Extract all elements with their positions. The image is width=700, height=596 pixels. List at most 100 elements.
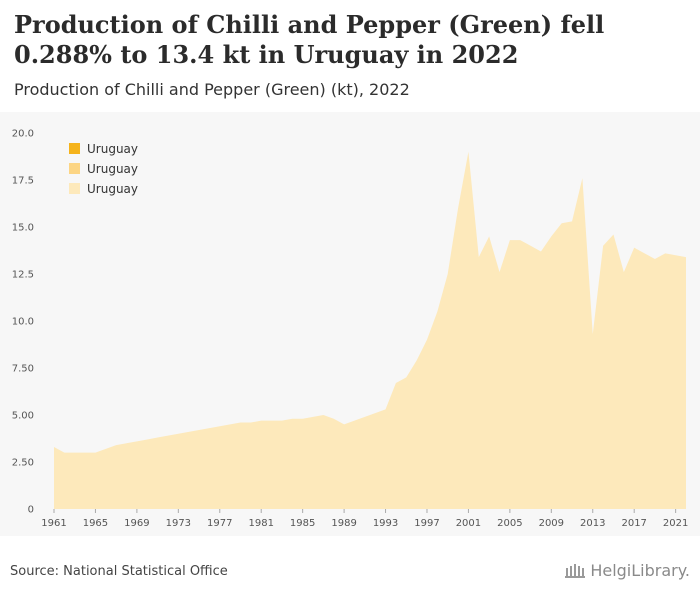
x-tick-label: 1981 xyxy=(248,518,273,529)
data-point[interactable] xyxy=(508,238,512,242)
legend-label: Uruguay xyxy=(87,162,138,176)
data-point[interactable] xyxy=(394,381,398,385)
data-point[interactable] xyxy=(249,421,253,425)
data-point[interactable] xyxy=(477,255,481,259)
series-area-uruguay xyxy=(54,151,686,510)
x-tick-label: 2005 xyxy=(497,518,522,529)
y-tick-label: 10.0 xyxy=(12,317,34,328)
data-point[interactable] xyxy=(415,358,419,362)
data-point[interactable] xyxy=(529,244,533,248)
data-point[interactable] xyxy=(52,445,56,449)
data-point[interactable] xyxy=(466,150,470,154)
y-tick-label: 20.0 xyxy=(12,129,34,140)
y-tick-label: 0 xyxy=(28,505,34,516)
data-point[interactable] xyxy=(125,441,129,445)
x-tick-label: 1989 xyxy=(331,518,356,529)
data-point[interactable] xyxy=(280,419,284,423)
page-title: Production of Chilli and Pepper (Green) … xyxy=(14,10,605,69)
legend-label: Uruguay xyxy=(87,142,138,156)
data-point[interactable] xyxy=(207,426,211,430)
x-tick-label: 1997 xyxy=(414,518,439,529)
logo-text: HelgiLibrary. xyxy=(590,561,690,580)
y-axis: 0 2.50 5.00 7.50 10.0 12.5 15.0 17.5 20.0 xyxy=(12,129,34,516)
library-building-icon xyxy=(565,563,586,578)
data-point[interactable] xyxy=(187,430,191,434)
data-point[interactable] xyxy=(373,411,377,415)
data-point[interactable] xyxy=(363,415,367,419)
x-tick-label: 2021 xyxy=(663,518,688,529)
x-tick-label: 1969 xyxy=(124,518,149,529)
x-tick-label: 1985 xyxy=(290,518,315,529)
data-point[interactable] xyxy=(518,238,522,242)
data-point[interactable] xyxy=(425,338,429,342)
x-tick-label: 1961 xyxy=(41,518,66,529)
data-point[interactable] xyxy=(321,413,325,417)
data-point[interactable] xyxy=(674,253,678,257)
data-point[interactable] xyxy=(591,332,595,336)
legend-swatch xyxy=(69,143,80,154)
data-point[interactable] xyxy=(435,310,439,314)
legend-swatch xyxy=(69,163,80,174)
data-point[interactable] xyxy=(653,257,657,261)
data-point[interactable] xyxy=(166,434,170,438)
data-point[interactable] xyxy=(384,407,388,411)
data-point[interactable] xyxy=(611,233,615,237)
data-point[interactable] xyxy=(259,419,263,423)
data-point[interactable] xyxy=(104,447,108,451)
data-point[interactable] xyxy=(238,421,242,425)
data-point[interactable] xyxy=(487,234,491,238)
data-point[interactable] xyxy=(539,249,543,253)
data-point[interactable] xyxy=(218,424,222,428)
legend-label: Uruguay xyxy=(87,182,138,196)
y-tick-label: 2.50 xyxy=(12,458,34,469)
data-point[interactable] xyxy=(601,244,605,248)
data-point[interactable] xyxy=(663,251,667,255)
data-point[interactable] xyxy=(228,422,232,426)
x-tick-label: 2013 xyxy=(580,518,605,529)
data-point[interactable] xyxy=(684,255,688,259)
data-point[interactable] xyxy=(156,436,160,440)
y-tick-label: 5.00 xyxy=(12,411,34,422)
page-subtitle: Production of Chilli and Pepper (Green) … xyxy=(14,80,410,99)
data-point[interactable] xyxy=(135,439,139,443)
data-point[interactable] xyxy=(342,422,346,426)
legend: Uruguay Uruguay Uruguay xyxy=(69,142,138,196)
data-point[interactable] xyxy=(352,419,356,423)
x-tick-label: 1993 xyxy=(373,518,398,529)
data-point[interactable] xyxy=(73,451,77,455)
data-point[interactable] xyxy=(580,176,584,180)
data-point[interactable] xyxy=(270,419,274,423)
data-point[interactable] xyxy=(643,251,647,255)
data-point[interactable] xyxy=(197,428,201,432)
data-point[interactable] xyxy=(622,270,626,274)
data-point[interactable] xyxy=(632,246,636,250)
data-point[interactable] xyxy=(446,272,450,276)
data-point[interactable] xyxy=(570,219,574,223)
data-point[interactable] xyxy=(404,375,408,379)
data-point[interactable] xyxy=(560,221,564,225)
data-point[interactable] xyxy=(93,451,97,455)
data-point[interactable] xyxy=(332,417,336,421)
data-point[interactable] xyxy=(301,417,305,421)
data-point[interactable] xyxy=(290,417,294,421)
data-point[interactable] xyxy=(549,234,553,238)
data-point[interactable] xyxy=(456,206,460,210)
data-point[interactable] xyxy=(83,451,87,455)
x-axis: 1961 1965 1969 1973 1977 1981 1985 1989 1993 1997… xyxy=(41,509,688,529)
data-point[interactable] xyxy=(311,415,315,419)
data-point[interactable] xyxy=(145,437,149,441)
helgilibrary-logo: HelgiLibrary. xyxy=(564,561,690,580)
legend-swatch xyxy=(69,183,80,194)
x-tick-label: 1973 xyxy=(166,518,191,529)
x-tick-label: 2017 xyxy=(621,518,646,529)
x-tick-label: 2001 xyxy=(456,518,481,529)
data-point[interactable] xyxy=(62,451,66,455)
x-tick-label: 1977 xyxy=(207,518,232,529)
y-tick-label: 17.5 xyxy=(12,176,34,187)
data-point[interactable] xyxy=(498,270,502,274)
data-point[interactable] xyxy=(176,432,180,436)
x-tick-label: 2009 xyxy=(539,518,564,529)
data-point[interactable] xyxy=(114,443,118,447)
y-tick-label: 15.0 xyxy=(12,223,34,234)
